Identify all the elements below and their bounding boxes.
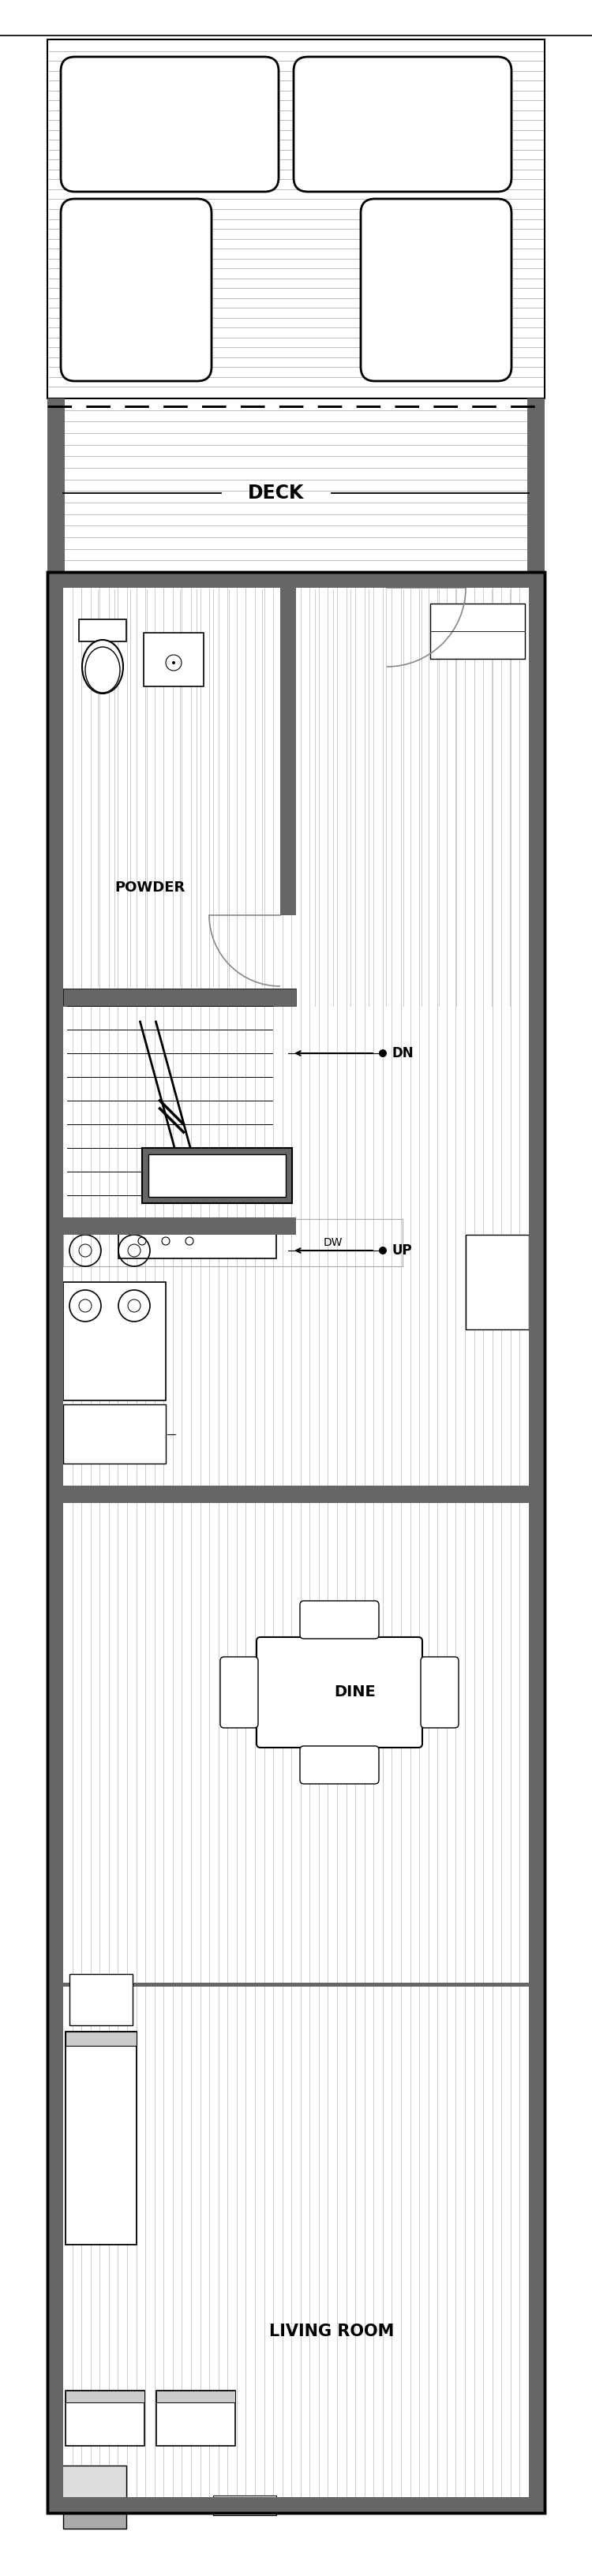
FancyBboxPatch shape: [294, 57, 511, 191]
FancyBboxPatch shape: [61, 198, 211, 381]
FancyBboxPatch shape: [300, 1600, 379, 1638]
Bar: [466, 1234, 529, 1329]
FancyBboxPatch shape: [220, 1656, 258, 1728]
Bar: [66, 2032, 137, 2045]
Text: DECK: DECK: [248, 484, 304, 502]
Bar: [66, 2391, 144, 2403]
Bar: [142, 1149, 292, 1203]
Bar: [47, 1218, 296, 1234]
Bar: [66, 2391, 144, 2403]
FancyBboxPatch shape: [300, 1747, 379, 1783]
Bar: [47, 572, 545, 2512]
Bar: [47, 989, 296, 1007]
Text: DINE: DINE: [334, 1685, 376, 1700]
Bar: [47, 572, 63, 2512]
Bar: [63, 1404, 166, 1463]
Bar: [66, 2032, 137, 2045]
Bar: [529, 572, 545, 2512]
Circle shape: [379, 1247, 387, 1255]
Circle shape: [166, 654, 182, 670]
Bar: [47, 1984, 545, 1986]
Bar: [69, 1973, 133, 2025]
Bar: [47, 2496, 545, 2512]
Bar: [47, 572, 545, 587]
Bar: [47, 39, 545, 399]
Text: LIVING ROOM: LIVING ROOM: [269, 2324, 394, 2339]
Bar: [47, 572, 545, 2512]
Text: DN: DN: [392, 1046, 414, 1061]
Ellipse shape: [82, 639, 123, 693]
Bar: [47, 572, 545, 2512]
Bar: [213, 2496, 276, 2514]
Bar: [47, 572, 63, 2512]
FancyBboxPatch shape: [61, 57, 279, 191]
Text: DW: DW: [324, 1236, 343, 1249]
Bar: [79, 618, 126, 641]
Bar: [387, 569, 466, 587]
Bar: [280, 587, 296, 914]
Bar: [280, 587, 296, 914]
Bar: [47, 572, 545, 587]
Bar: [63, 2509, 126, 2530]
Bar: [66, 2032, 137, 2244]
Bar: [63, 1218, 403, 1267]
Bar: [47, 989, 296, 1007]
Circle shape: [172, 662, 175, 665]
Bar: [66, 2391, 144, 2445]
Bar: [149, 1154, 286, 1198]
Bar: [63, 1283, 166, 1401]
Bar: [47, 2465, 126, 2512]
Bar: [280, 989, 296, 1005]
Bar: [156, 2391, 235, 2445]
Bar: [47, 2496, 545, 2512]
FancyBboxPatch shape: [361, 198, 511, 381]
Bar: [156, 2391, 235, 2403]
Bar: [47, 1218, 296, 1234]
Bar: [47, 2496, 126, 2512]
Bar: [430, 603, 525, 659]
Bar: [47, 1486, 545, 1502]
Bar: [47, 39, 545, 399]
Bar: [118, 1224, 276, 1260]
Bar: [47, 399, 545, 572]
FancyBboxPatch shape: [421, 1656, 459, 1728]
Circle shape: [379, 1048, 387, 1056]
Bar: [529, 572, 545, 2512]
Bar: [63, 989, 296, 1007]
Bar: [144, 634, 204, 685]
Bar: [527, 399, 545, 572]
Bar: [47, 1486, 545, 1502]
Bar: [47, 572, 545, 2512]
Text: UP: UP: [392, 1244, 413, 1257]
Bar: [47, 399, 65, 572]
Bar: [156, 2391, 235, 2403]
FancyBboxPatch shape: [256, 1638, 422, 1747]
Text: POWDER: POWDER: [115, 881, 185, 894]
